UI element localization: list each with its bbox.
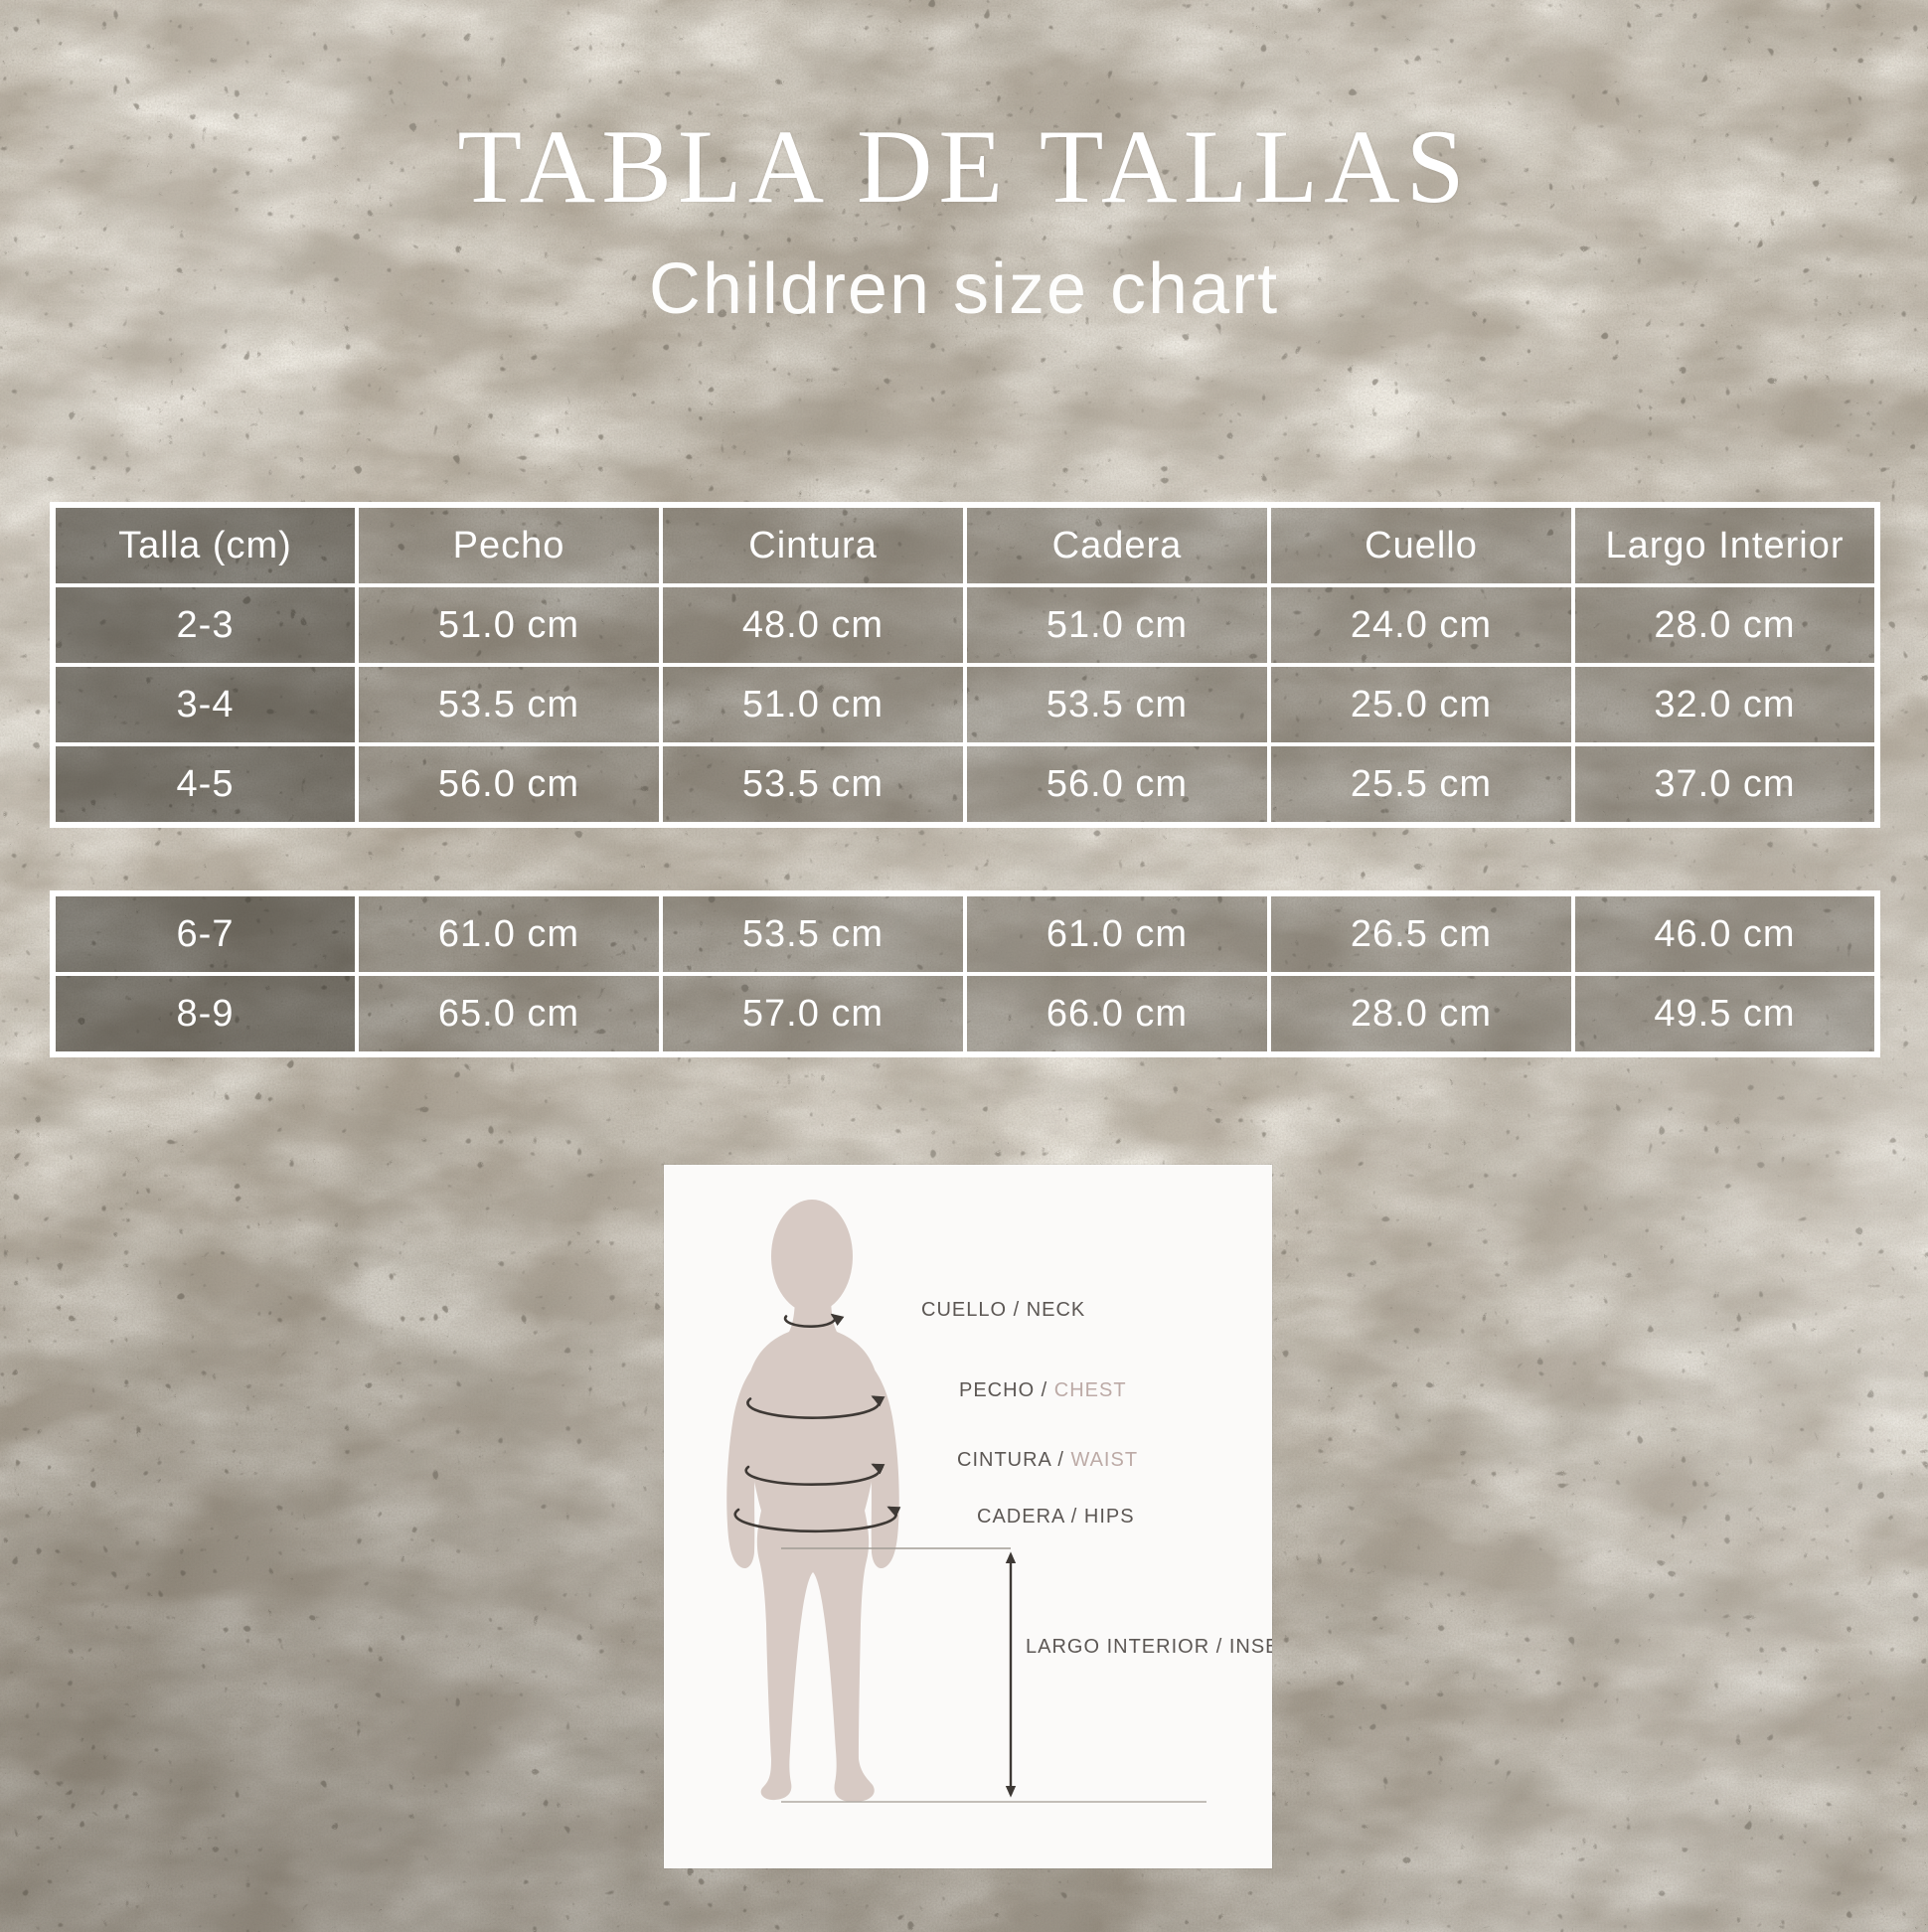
table-cell: 46.0 cm	[1571, 891, 1879, 976]
size-table-large-sizes: 6-7 61.0 cm 53.5 cm 61.0 cm 26.5 cm 46.0…	[50, 890, 1880, 1057]
table-cell: 24.0 cm	[1267, 583, 1575, 667]
table-cell: 28.0 cm	[1267, 972, 1575, 1056]
table-cell: 25.0 cm	[1267, 663, 1575, 746]
table-cell: 49.5 cm	[1571, 972, 1879, 1056]
page-title: TABLA DE TALLAS	[457, 108, 1471, 225]
hips-measure-arc	[733, 1506, 901, 1533]
table-cell: 26.5 cm	[1267, 891, 1575, 976]
chest-measure-arc	[746, 1395, 885, 1419]
column-header-cadera: Cadera	[963, 503, 1271, 587]
table-cell: 56.0 cm	[963, 742, 1271, 827]
table-cell: 57.0 cm	[659, 972, 967, 1056]
table-cell: 25.5 cm	[1267, 742, 1575, 827]
chest-label: PECHO / CHEST	[959, 1379, 1127, 1401]
column-header-pecho: Pecho	[355, 503, 663, 587]
neck-label: CUELLO / NECK	[921, 1299, 1085, 1321]
size-label-cell: 4-5	[51, 742, 359, 827]
column-header-largo-interior: Largo Interior	[1571, 503, 1879, 587]
measurement-diagram-card: CUELLO / NECK PECHO / CHEST CINTURA / WA…	[664, 1165, 1272, 1868]
table-cell: 51.0 cm	[355, 583, 663, 667]
waist-measure-arc	[744, 1463, 885, 1486]
table-cell: 51.0 cm	[659, 663, 967, 746]
inseam-label: LARGO INTERIOR / INSEAM	[1026, 1636, 1272, 1658]
child-silhouette	[726, 1200, 899, 1803]
table-cell: 37.0 cm	[1571, 742, 1879, 827]
table-cell: 61.0 cm	[963, 891, 1271, 976]
table-cell: 53.5 cm	[659, 742, 967, 827]
table-cell: 66.0 cm	[963, 972, 1271, 1056]
waist-label: CINTURA / WAIST	[957, 1449, 1138, 1471]
size-label-cell: 8-9	[51, 972, 359, 1056]
table-cell: 65.0 cm	[355, 972, 663, 1056]
table-row-8-9: 8-9 65.0 cm 57.0 cm 66.0 cm 28.0 cm 49.5…	[51, 972, 1879, 1056]
table-cell: 53.5 cm	[355, 663, 663, 746]
column-header-cuello: Cuello	[1267, 503, 1575, 587]
size-table-small-sizes: Talla (cm) Pecho Cintura Cadera Cuello L…	[50, 502, 1880, 828]
neck-measure-arc	[783, 1313, 845, 1328]
table-row-4-5: 4-5 56.0 cm 53.5 cm 56.0 cm 25.5 cm 37.0…	[51, 742, 1879, 827]
table-row-3-4: 3-4 53.5 cm 51.0 cm 53.5 cm 25.0 cm 32.0…	[51, 663, 1879, 746]
table-cell: 51.0 cm	[963, 583, 1271, 667]
header-row: Talla (cm) Pecho Cintura Cadera Cuello L…	[51, 503, 1879, 587]
size-label-cell: 3-4	[51, 663, 359, 746]
table-row-2-3: 2-3 51.0 cm 48.0 cm 51.0 cm 24.0 cm 28.0…	[51, 583, 1879, 667]
column-header-talla: Talla (cm)	[51, 503, 359, 587]
table-cell: 48.0 cm	[659, 583, 967, 667]
table-cell: 53.5 cm	[963, 663, 1271, 746]
table-cell: 53.5 cm	[659, 891, 967, 976]
table-cell: 56.0 cm	[355, 742, 663, 827]
table-cell: 32.0 cm	[1571, 663, 1879, 746]
column-header-cintura: Cintura	[659, 503, 967, 587]
table-row-6-7: 6-7 61.0 cm 53.5 cm 61.0 cm 26.5 cm 46.0…	[51, 891, 1879, 976]
size-label-cell: 6-7	[51, 891, 359, 976]
size-label-cell: 2-3	[51, 583, 359, 667]
table-cell: 61.0 cm	[355, 891, 663, 976]
hips-label: CADERA / HIPS	[977, 1506, 1135, 1528]
table-cell: 28.0 cm	[1571, 583, 1879, 667]
page-subtitle: Children size chart	[648, 249, 1280, 329]
